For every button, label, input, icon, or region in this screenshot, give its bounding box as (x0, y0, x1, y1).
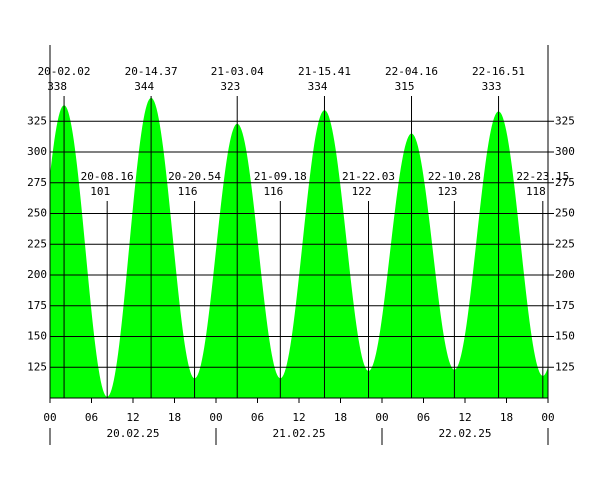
extreme-value: 323 (220, 80, 240, 93)
y-tick-label: 225 (555, 237, 575, 250)
y-tick-label: 200 (27, 268, 47, 281)
x-tick-label: 12 (458, 411, 471, 424)
extreme-value: 116 (263, 185, 283, 198)
plot-clip (50, 97, 548, 398)
tide-area (50, 97, 548, 398)
x-tick-label: 18 (500, 411, 513, 424)
y-tick-label: 250 (27, 207, 47, 220)
x-tick-label: 00 (43, 411, 56, 424)
extreme-time: 21-03.04 (211, 65, 264, 78)
y-tick-label: 175 (555, 299, 575, 312)
extreme-value: 338 (47, 80, 67, 93)
x-tick-label: 18 (334, 411, 347, 424)
day-label: 20.02.25 (107, 427, 160, 440)
extreme-time: 22-16.51 (472, 65, 525, 78)
extreme-time: 21-15.41 (298, 65, 351, 78)
extreme-value: 116 (178, 185, 198, 198)
x-tick-label: 06 (251, 411, 264, 424)
extreme-value: 334 (308, 80, 328, 93)
extreme-time: 21-09.18 (254, 170, 307, 183)
extreme-value: 344 (134, 80, 154, 93)
extreme-time: 20-20.54 (168, 170, 221, 183)
y-tick-label: 150 (27, 330, 47, 343)
y-tick-label: 325 (555, 114, 575, 127)
x-tick-label: 00 (541, 411, 554, 424)
y-tick-label: 225 (27, 237, 47, 250)
extreme-value: 333 (482, 80, 502, 93)
extreme-value: 123 (438, 185, 458, 198)
y-tick-label: 125 (555, 360, 575, 373)
extreme-time: 22-04.16 (385, 65, 438, 78)
y-tick-label: 175 (27, 299, 47, 312)
y-tick-label: 150 (555, 330, 575, 343)
y-tick-label: 200 (555, 268, 575, 281)
day-label: 22.02.25 (439, 427, 492, 440)
extreme-time: 22-23.15 (516, 170, 569, 183)
y-tick-label: 275 (555, 176, 575, 189)
y-tick-label: 125 (27, 360, 47, 373)
x-tick-label: 00 (209, 411, 222, 424)
x-tick-label: 00 (375, 411, 388, 424)
extreme-value: 315 (395, 80, 415, 93)
extreme-value: 101 (90, 185, 110, 198)
y-tick-label: 300 (27, 145, 47, 158)
x-tick-label: 06 (85, 411, 98, 424)
x-tick-label: 12 (126, 411, 139, 424)
x-tick-label: 06 (417, 411, 430, 424)
extreme-time: 20-08.16 (81, 170, 134, 183)
extreme-time: 22-10.28 (428, 170, 481, 183)
x-tick-label: 12 (292, 411, 305, 424)
y-tick-label: 275 (27, 176, 47, 189)
x-tick-label: 18 (168, 411, 181, 424)
extreme-time: 20-14.37 (125, 65, 178, 78)
extreme-time: 20-02.02 (38, 65, 91, 78)
extreme-value: 118 (526, 185, 546, 198)
day-label: 21.02.25 (273, 427, 326, 440)
extreme-value: 122 (352, 185, 372, 198)
y-tick-label: 250 (555, 207, 575, 220)
extreme-time: 21-22.03 (342, 170, 395, 183)
y-tick-label: 300 (555, 145, 575, 158)
y-tick-label: 325 (27, 114, 47, 127)
